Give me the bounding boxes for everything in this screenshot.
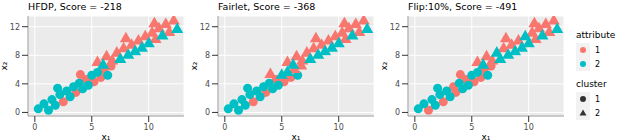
svg-text:12: 12	[10, 23, 20, 32]
svg-text:4: 4	[395, 80, 400, 89]
svg-text:10: 10	[144, 123, 154, 132]
svg-text:1: 1	[595, 46, 600, 55]
svg-text:0: 0	[395, 108, 400, 117]
svg-text:4: 4	[15, 80, 20, 89]
svg-text:12: 12	[200, 23, 210, 32]
svg-text:x₁: x₁	[482, 132, 491, 140]
svg-text:x₂: x₂	[8, 61, 9, 70]
svg-text:2: 2	[595, 60, 600, 69]
svg-text:8: 8	[15, 51, 20, 60]
svg-text:0: 0	[412, 123, 417, 132]
html-text:Fairlet, Score = -368: Fairlet, Score = -368	[218, 1, 316, 12]
svg-text:0: 0	[205, 108, 210, 117]
svg-text:attribute: attribute	[576, 30, 616, 40]
svg-text:2: 2	[595, 109, 600, 118]
svg-text:x₂: x₂	[190, 61, 199, 70]
svg-text:x₁: x₁	[292, 132, 301, 140]
svg-text:1: 1	[595, 95, 600, 104]
svg-text:x₂: x₂	[380, 61, 389, 70]
svg-text:0: 0	[222, 123, 227, 132]
svg-text:0: 0	[15, 108, 20, 117]
svg-text:8: 8	[205, 51, 210, 60]
svg-text:cluster: cluster	[576, 79, 607, 89]
svg-text:10: 10	[334, 123, 344, 132]
svg-text:5: 5	[279, 123, 284, 132]
svg-text:8: 8	[395, 51, 400, 60]
html-text:HFDP, Score = -218: HFDP, Score = -218	[28, 1, 122, 12]
svg-text:0: 0	[32, 123, 37, 132]
svg-text:10: 10	[524, 123, 534, 132]
svg-text:x₁: x₁	[102, 132, 111, 140]
html-text:Flip:10%, Score = -491: Flip:10%, Score = -491	[408, 1, 518, 12]
svg-text:5: 5	[89, 123, 94, 132]
svg-text:4: 4	[205, 80, 210, 89]
svg-text:12: 12	[390, 23, 400, 32]
svg-text:5: 5	[469, 123, 474, 132]
